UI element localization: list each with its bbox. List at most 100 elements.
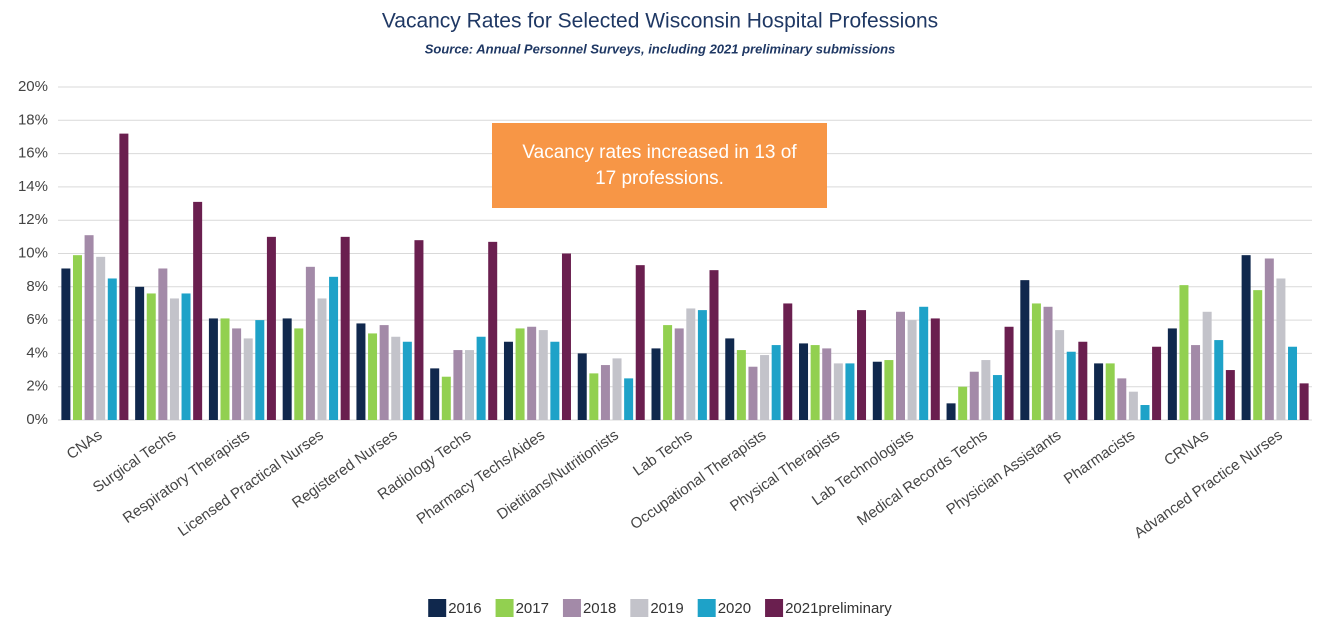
bar [577,353,587,420]
y-tick-label: 12% [18,211,48,228]
bar [958,386,968,420]
bar [697,310,707,420]
bar [1031,303,1041,420]
bar [379,325,389,420]
bar [833,363,843,420]
x-tick-label: Lab Techs [630,427,696,480]
bar [414,240,424,420]
bar [96,256,106,420]
bar [169,298,179,420]
y-tick-label: 14% [18,178,48,195]
bar [783,303,793,420]
bar [329,276,339,420]
bar [220,318,230,420]
bar [72,255,82,420]
legend-label: 2020 [718,600,751,617]
bar [748,366,758,420]
y-tick-label: 0% [26,411,48,428]
y-tick-label: 18% [18,111,48,128]
legend-swatch [495,599,514,617]
bar [1202,311,1212,420]
bar [243,338,253,420]
x-tick-label: Respiratory Therapists [120,427,253,527]
bar [1299,383,1309,420]
bar [857,310,867,420]
bar [686,308,696,420]
legend-label: 2016 [448,600,481,617]
bar [884,360,894,420]
bar [600,365,610,420]
legend-label: 2017 [516,600,549,617]
x-tick-label: Dietitians/Nutritionists [494,427,622,524]
bar [674,328,684,420]
y-tick-label: 16% [18,145,48,162]
bar [624,378,634,420]
legend-swatch [697,599,716,617]
bar [453,350,463,420]
bar [1105,363,1115,420]
y-tick-label: 6% [26,311,48,328]
bar [356,323,366,420]
bar [1152,346,1162,420]
bar [488,241,498,420]
y-tick-label: 2% [26,378,48,395]
bar [1066,351,1076,420]
bar [1055,330,1065,420]
bar [208,318,218,420]
bar [503,341,513,420]
bar [1253,290,1263,420]
x-tick-label: CNAs [64,427,106,463]
bar [1241,255,1251,420]
y-tick-label: 20% [18,78,48,95]
bar [822,348,832,420]
bar [255,320,265,420]
legend-label: 2021preliminary [785,600,892,617]
bar [527,326,537,420]
bar [84,235,94,420]
x-tick-label: Pharmacy Techs/Aides [414,427,549,528]
bar [1128,391,1138,420]
bar [515,328,525,420]
bar [709,270,719,420]
bar [135,286,145,420]
bar [771,345,781,420]
bar [146,293,156,420]
bar [61,268,71,420]
bar [391,336,401,420]
bar [946,403,956,420]
bar [895,311,905,420]
bar [725,338,735,420]
x-tick-label: Medical Records Techs [854,427,991,530]
bar [651,348,661,420]
bar [1276,278,1286,420]
bar [1020,280,1030,420]
bar [907,320,917,420]
bar [1214,340,1224,420]
bar [538,330,548,420]
legend-label: 2018 [583,600,616,617]
bar [465,350,475,420]
legend-swatch [428,599,447,617]
bar [1179,285,1189,420]
bar [930,318,940,420]
x-tick-label: Pharmacists [1061,427,1138,488]
y-tick-label: 4% [26,344,48,361]
bar [981,360,991,420]
bar [635,265,645,420]
bar [992,375,1002,420]
bar [282,318,292,420]
bar [305,266,315,420]
bar [799,343,809,420]
bar [550,341,560,420]
bar [119,133,129,420]
bar [107,278,117,420]
bar [663,325,673,420]
x-tick-label: Licensed Practical Nurses [175,427,327,540]
chart-title: Vacancy Rates for Selected Wisconsin Hos… [382,10,938,33]
annotation: Vacancy rates increased in 13 of 17 prof… [492,123,827,208]
bar [193,201,203,420]
bar [1043,306,1053,420]
y-tick-label: 8% [26,278,48,295]
